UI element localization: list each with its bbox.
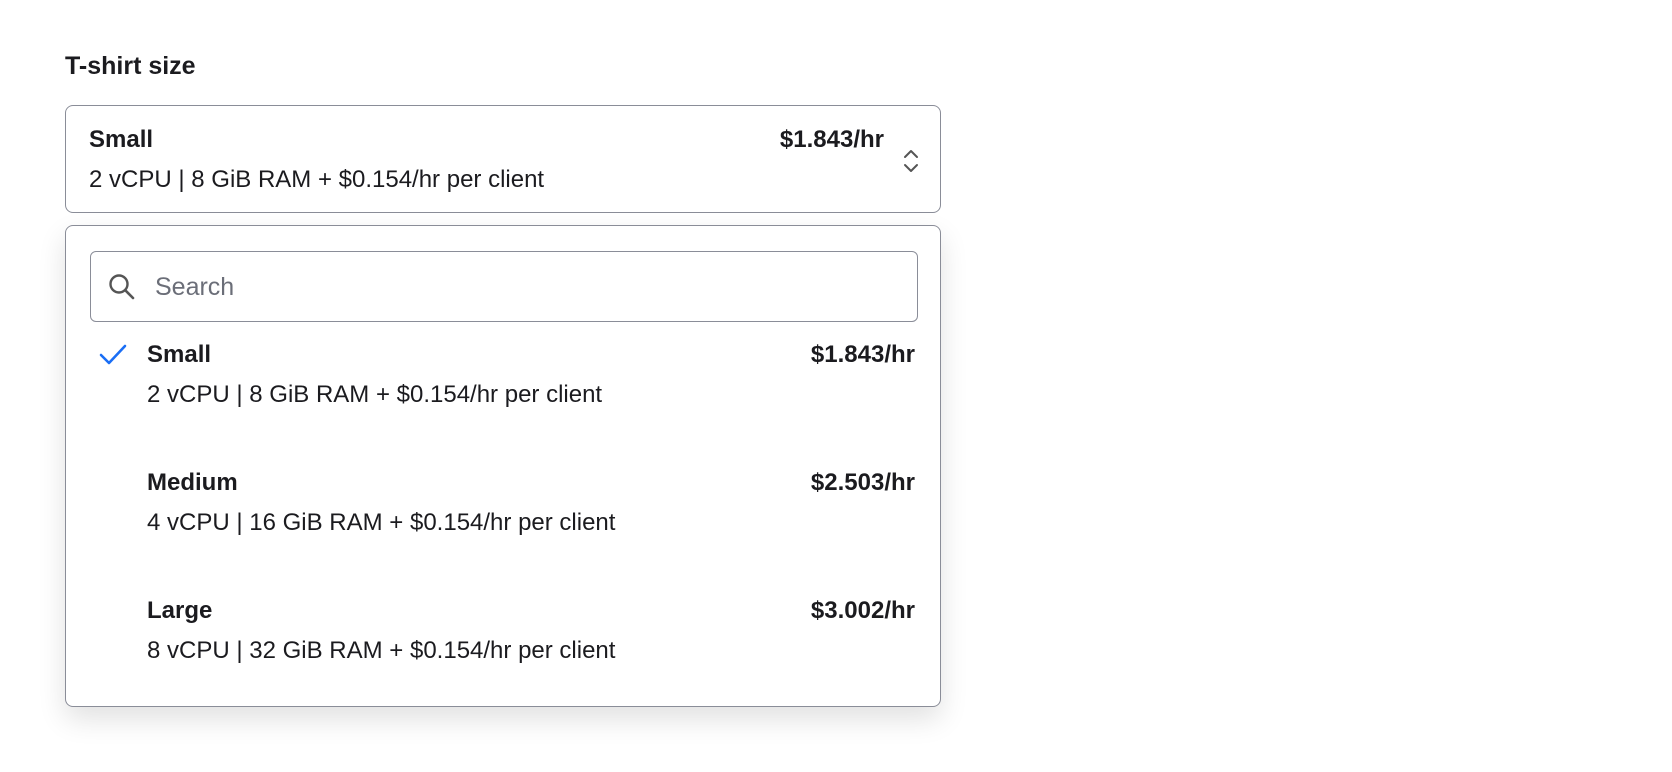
selected-name: Small bbox=[89, 126, 154, 153]
search-field[interactable] bbox=[90, 251, 918, 322]
options-dropdown: Small 2 vCPU | 8 GiB RAM + $0.154/hr per… bbox=[65, 225, 941, 707]
option-name: Small bbox=[147, 341, 212, 368]
option-medium[interactable]: Medium 4 vCPU | 16 GiB RAM + $0.154/hr p… bbox=[66, 469, 940, 579]
option-name: Large bbox=[147, 597, 213, 624]
search-icon bbox=[109, 274, 135, 300]
option-small[interactable]: Small 2 vCPU | 8 GiB RAM + $0.154/hr per… bbox=[66, 341, 940, 451]
option-price: $1.843/hr bbox=[810, 341, 915, 368]
option-description: 4 vCPU | 16 GiB RAM + $0.154/hr per clie… bbox=[147, 509, 616, 536]
option-description: 2 vCPU | 8 GiB RAM + $0.154/hr per clien… bbox=[147, 381, 603, 408]
selected-price: $1.843/hr bbox=[779, 126, 884, 153]
search-input[interactable] bbox=[153, 264, 897, 310]
chevron-up-down-icon bbox=[904, 150, 918, 172]
option-large[interactable]: Large 8 vCPU | 32 GiB RAM + $0.154/hr pe… bbox=[66, 597, 940, 707]
option-price: $2.503/hr bbox=[810, 469, 915, 496]
check-icon bbox=[99, 344, 127, 365]
tshirt-size-select[interactable]: Small 2 vCPU | 8 GiB RAM + $0.154/hr per… bbox=[65, 105, 941, 213]
selected-description: 2 vCPU | 8 GiB RAM + $0.154/hr per clien… bbox=[89, 166, 545, 193]
option-description: 8 vCPU | 32 GiB RAM + $0.154/hr per clie… bbox=[147, 637, 616, 664]
option-name: Medium bbox=[147, 469, 238, 496]
field-label: T-shirt size bbox=[65, 52, 196, 80]
option-price: $3.002/hr bbox=[810, 597, 915, 624]
